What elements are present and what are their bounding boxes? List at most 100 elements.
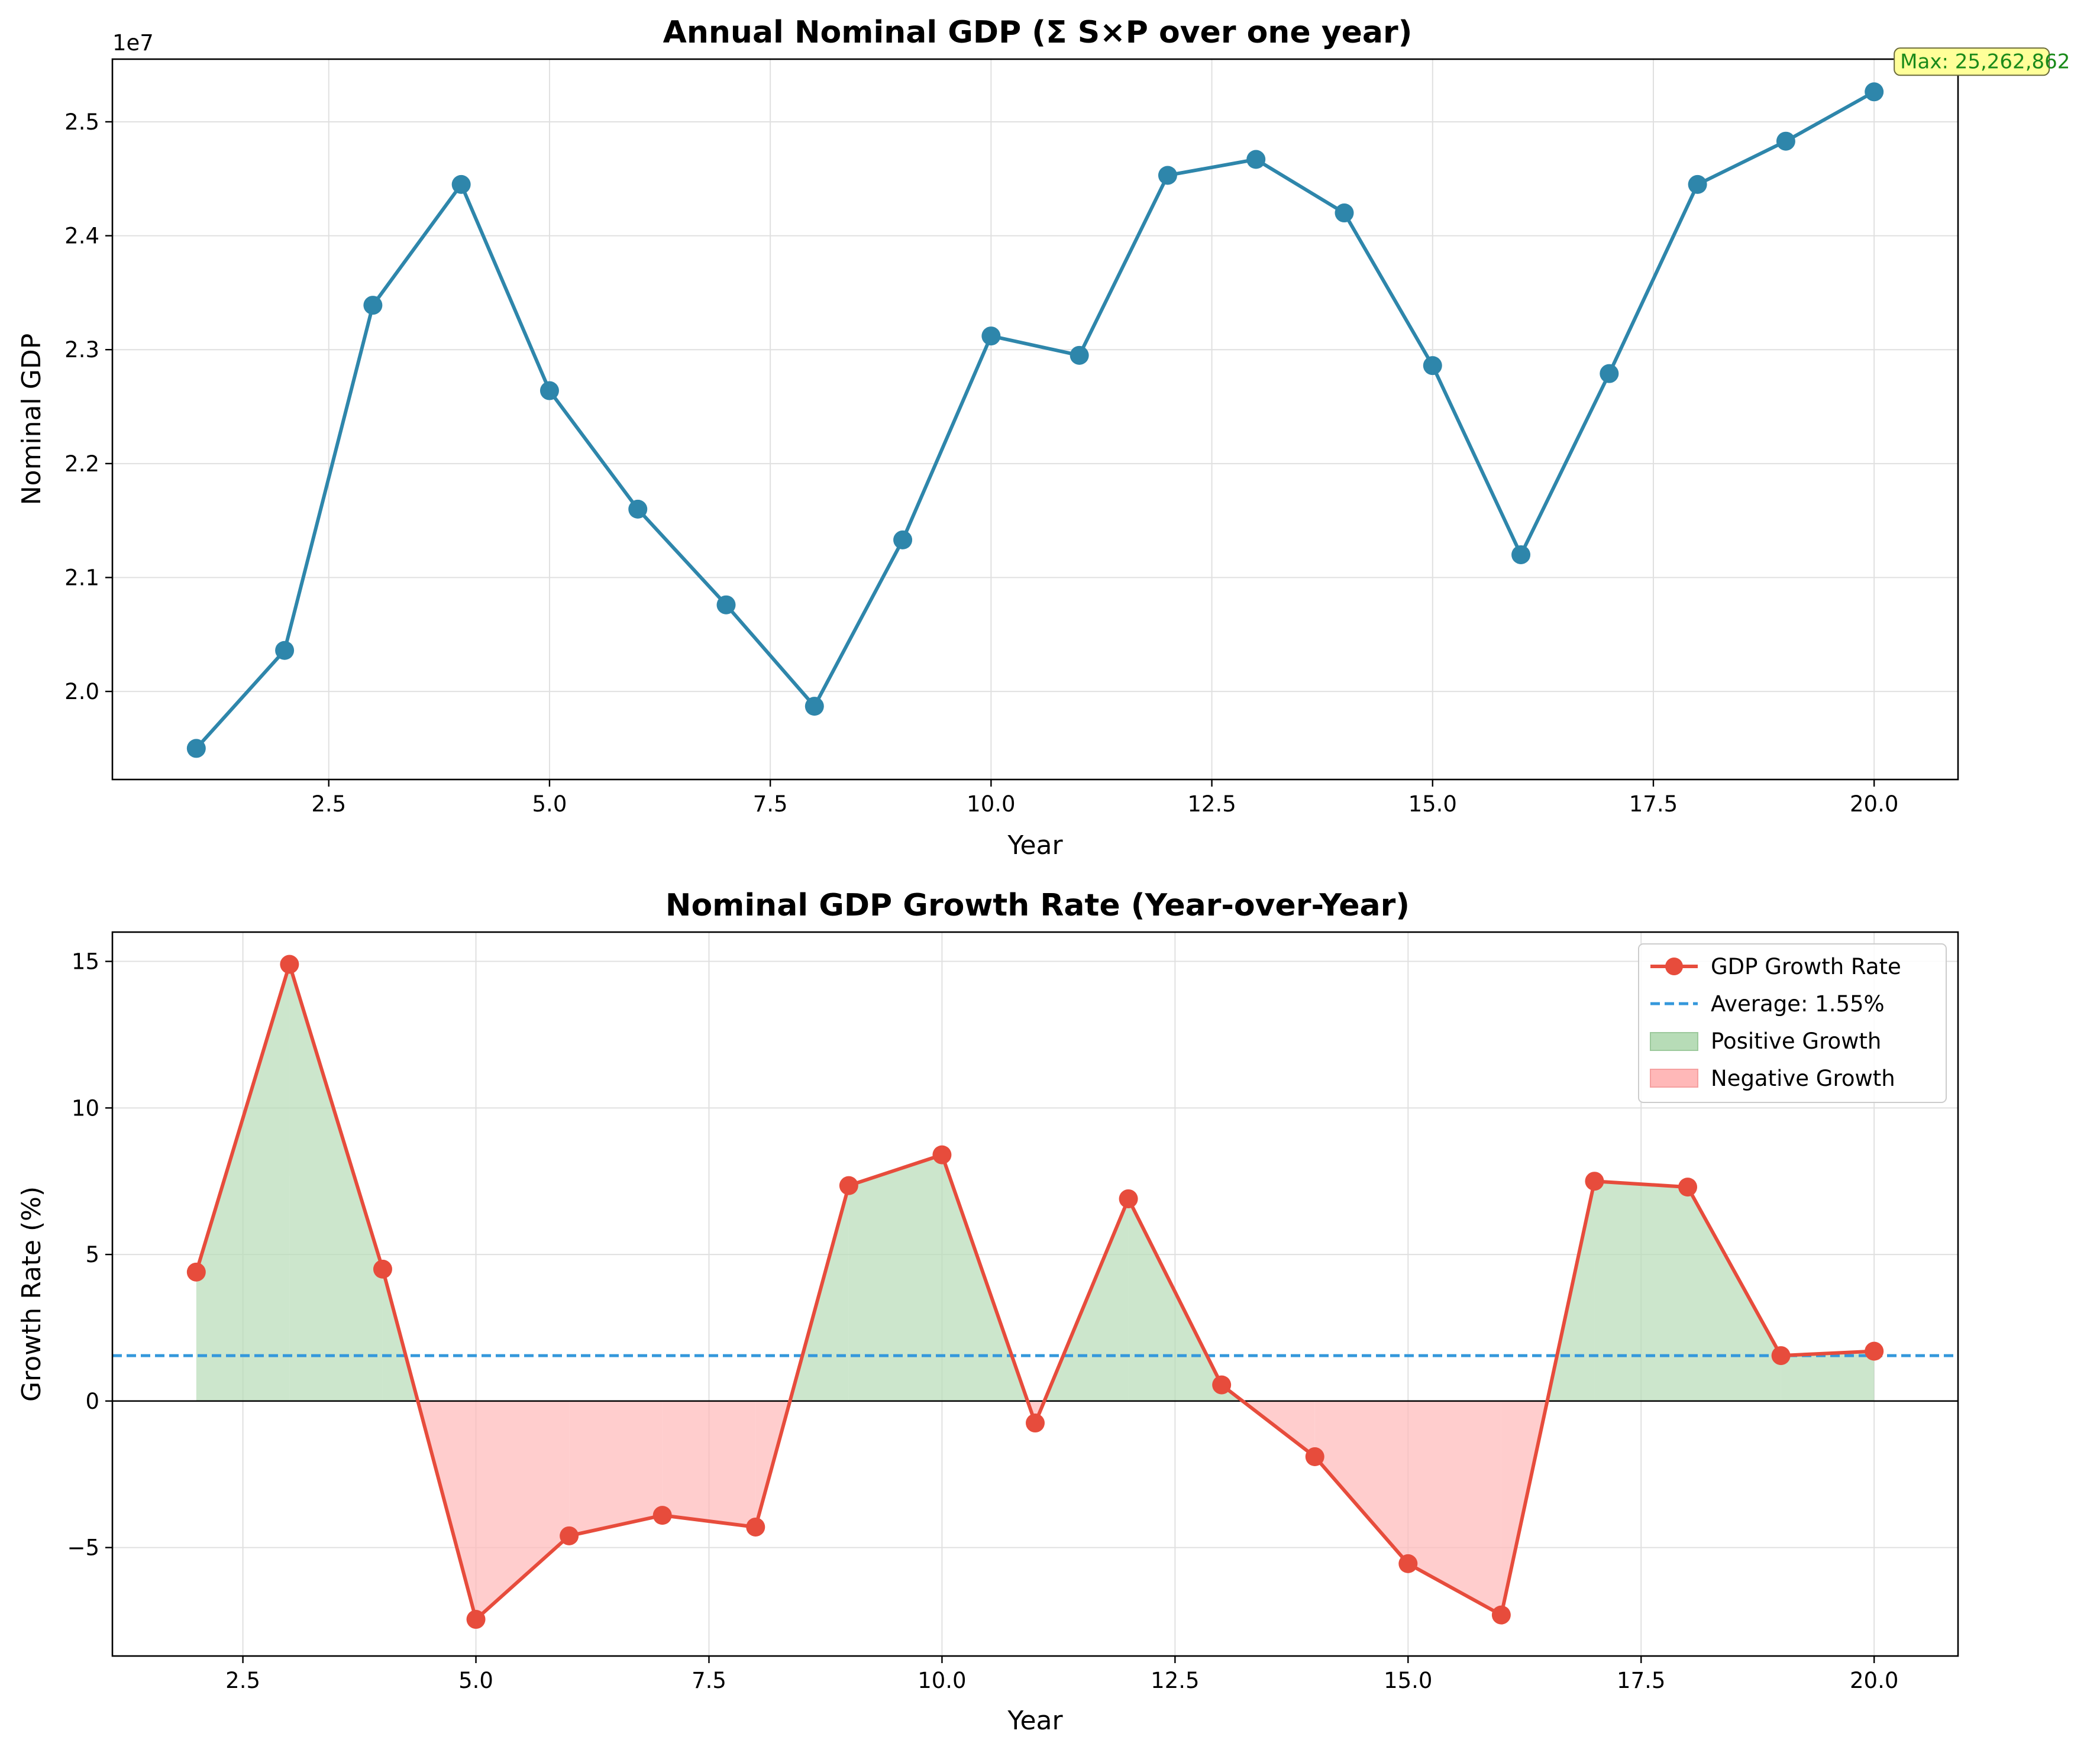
- gdp-max-annotation-box: [1894, 47, 2050, 76]
- gdp-point: [186, 739, 206, 758]
- gdp-max-annotation: Max: 25,262,862: [1894, 47, 2070, 76]
- gdp-point: [1688, 174, 1707, 194]
- gdp-point: [1158, 166, 1177, 185]
- gdp-x-tick-label: 10.0: [967, 791, 1015, 817]
- gdp-y-tick-label: 2.1: [64, 565, 99, 590]
- growth-point: [1771, 1346, 1791, 1366]
- legend-growth-marker-swatch: [1665, 958, 1683, 975]
- growth-point: [932, 1145, 952, 1165]
- growth-x-tick-label: 20.0: [1850, 1668, 1898, 1693]
- growth-point: [1865, 1341, 1884, 1361]
- gdp-x-tick-label: 2.5: [311, 791, 346, 817]
- gdp-y-tick-label: 2.0: [64, 679, 99, 704]
- gdp-chart-title: Annual Nominal GDP (Σ S×P over one year): [663, 15, 1413, 50]
- gdp-chart-offset-label: 1e7: [112, 30, 154, 56]
- growth-y-tick-label: 15: [72, 949, 99, 975]
- growth-point: [186, 1262, 206, 1282]
- growth-chart-title: Nominal GDP Growth Rate (Year-over-Year): [665, 888, 1410, 923]
- growth-chart-y-label: Growth Rate (%): [17, 1186, 47, 1402]
- growth-point: [1212, 1375, 1232, 1395]
- growth-x-tick-label: 5.0: [458, 1668, 493, 1693]
- gdp-point: [893, 530, 913, 549]
- growth-point: [560, 1526, 579, 1545]
- gdp-series-line: [195, 90, 1875, 750]
- gdp-point: [1865, 82, 1884, 102]
- legend-positive-label: Positive Growth: [1711, 1028, 1881, 1054]
- negative-growth-area: [569, 1401, 663, 1536]
- gdp-x-tick-label: 12.5: [1187, 791, 1236, 817]
- growth-point: [280, 955, 299, 974]
- growth-point: [373, 1259, 392, 1279]
- positive-growth-area: [289, 964, 383, 1401]
- gdp-point: [805, 697, 824, 716]
- growth-chart-legend: GDP Growth Rate Average: 1.55% Positive …: [1638, 943, 1947, 1103]
- gdp-point: [275, 641, 295, 660]
- growth-point: [839, 1176, 858, 1195]
- gdp-point: [1600, 364, 1619, 383]
- growth-chart-x-label: Year: [1007, 1706, 1063, 1736]
- growth-y-tick-label: −5: [67, 1535, 99, 1561]
- positive-growth-area: [1594, 1181, 1688, 1401]
- gdp-point: [1335, 203, 1354, 223]
- legend-negative-label: Negative Growth: [1711, 1066, 1895, 1091]
- growth-point: [1585, 1172, 1604, 1191]
- growth-point: [652, 1506, 672, 1525]
- gdp-x-tick-label: 7.5: [753, 791, 788, 817]
- growth-chart-frame: [111, 931, 1959, 1657]
- gdp-point: [628, 499, 648, 519]
- gdp-point: [1511, 545, 1531, 564]
- negative-growth-area: [476, 1401, 570, 1620]
- growth-x-tick-label: 15.0: [1384, 1668, 1432, 1693]
- growth-y-tick-label: 0: [85, 1389, 99, 1414]
- gdp-chart-frame: [111, 58, 1959, 781]
- growth-point: [1398, 1554, 1418, 1573]
- negative-growth-area: [1314, 1401, 1408, 1564]
- gdp-chart-x-label: Year: [1007, 830, 1063, 861]
- growth-point: [746, 1517, 765, 1537]
- gdp-point: [1070, 345, 1089, 365]
- gdp-x-tick-label: 15.0: [1408, 791, 1457, 817]
- gdp-point: [716, 595, 736, 614]
- growth-point: [1678, 1178, 1698, 1197]
- growth-y-tick-label: 10: [72, 1095, 99, 1121]
- gdp-point: [1423, 356, 1442, 376]
- gdp-max-annotation-text: Max: 25,262,862: [1900, 50, 2070, 73]
- growth-point: [1119, 1189, 1138, 1208]
- gdp-chart-plot: [186, 82, 1884, 758]
- positive-growth-area: [848, 1154, 942, 1401]
- gdp-chart-x-ticks: 2.5 5.0 7.5 10.0 12.5 15.0 17.5 20.0: [311, 780, 1898, 817]
- gdp-y-tick-label: 2.3: [64, 337, 99, 363]
- legend-box: [1638, 943, 1947, 1103]
- gdp-point: [1776, 131, 1795, 151]
- gdp-x-tick-label: 20.0: [1850, 791, 1898, 817]
- growth-chart-x-ticks: 2.5 5.0 7.5 10.0 12.5 15.0 17.5 20.0: [225, 1656, 1898, 1693]
- negative-growth-area: [662, 1401, 756, 1527]
- growth-x-tick-label: 7.5: [692, 1668, 726, 1693]
- gdp-x-tick-label: 17.5: [1629, 791, 1678, 817]
- positive-growth-area: [1128, 1198, 1222, 1401]
- gdp-point: [539, 381, 559, 400]
- gdp-y-tick-label: 2.4: [64, 224, 99, 249]
- growth-x-tick-label: 12.5: [1151, 1668, 1199, 1693]
- gdp-chart: Annual Nominal GDP (Σ S×P over one year)…: [17, 15, 2070, 861]
- growth-point: [466, 1610, 486, 1629]
- growth-point: [1026, 1414, 1045, 1433]
- gdp-point: [981, 326, 1001, 346]
- growth-y-tick-label: 5: [85, 1242, 99, 1267]
- growth-chart-y-ticks: −5 0 5 10 15: [67, 949, 112, 1561]
- gdp-chart-y-label: Nominal GDP: [17, 334, 47, 506]
- growth-x-tick-label: 10.0: [917, 1668, 966, 1693]
- gdp-point: [451, 174, 471, 194]
- growth-point: [1491, 1605, 1511, 1625]
- gdp-chart-grid: [112, 59, 1958, 780]
- gdp-y-tick-label: 2.5: [64, 109, 99, 135]
- growth-x-tick-label: 17.5: [1617, 1668, 1665, 1693]
- gdp-y-tick-label: 2.2: [64, 451, 99, 477]
- growth-chart-plot: [112, 955, 1958, 1629]
- growth-x-tick-label: 2.5: [225, 1668, 260, 1693]
- growth-chart: Nominal GDP Growth Rate (Year-over-Year)…: [17, 888, 1959, 1736]
- legend-positive-swatch: [1650, 1032, 1698, 1051]
- positive-growth-area: [1688, 1187, 1781, 1401]
